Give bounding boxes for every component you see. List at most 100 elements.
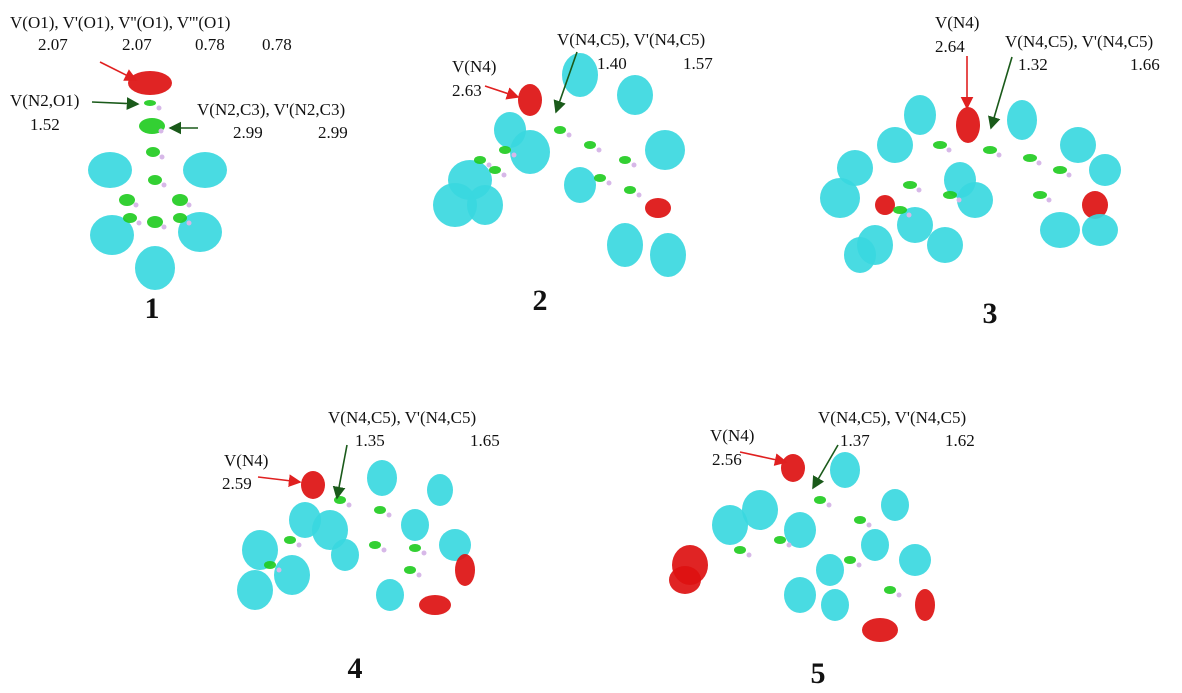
- basin: [172, 194, 188, 206]
- basin: [173, 213, 187, 223]
- arrow: [258, 477, 300, 482]
- arrow: [92, 102, 138, 104]
- basin: [820, 178, 860, 218]
- basin: [594, 174, 606, 182]
- basin-population: 0.78: [262, 35, 292, 54]
- atom: [917, 188, 922, 193]
- basin: [489, 166, 501, 174]
- basin-name: V(N4,C5), V'(N4,C5): [557, 30, 705, 49]
- atom: [1047, 198, 1052, 203]
- panel-label: 5: [811, 657, 826, 690]
- atom: [187, 221, 192, 226]
- atom: [747, 553, 752, 558]
- atom: [160, 155, 165, 160]
- basin: [237, 570, 273, 610]
- basin: [467, 185, 503, 225]
- basin-population: 2.07: [38, 35, 68, 54]
- basin: [607, 223, 643, 267]
- basin-name: V(N4,C5), V'(N4,C5): [328, 408, 476, 427]
- atom: [502, 173, 507, 178]
- basin-population: 2.64: [935, 37, 965, 56]
- basin: [334, 496, 346, 504]
- atom: [134, 203, 139, 208]
- basin: [881, 489, 909, 521]
- basin: [427, 474, 453, 506]
- basin: [903, 181, 917, 189]
- basin: [650, 233, 686, 277]
- basin: [419, 595, 451, 615]
- arrow: [100, 62, 136, 80]
- basin: [88, 152, 132, 188]
- atom: [637, 193, 642, 198]
- basin: [128, 71, 172, 95]
- atom: [947, 148, 952, 153]
- basin: [409, 544, 421, 552]
- basin: [875, 195, 895, 215]
- basin: [861, 529, 889, 561]
- basin: [374, 506, 386, 514]
- basin: [862, 618, 898, 642]
- basin: [1040, 212, 1080, 248]
- basin-name: V(N4,C5), V'(N4,C5): [1005, 32, 1153, 51]
- basin-population: 2.56: [712, 450, 742, 469]
- atom: [277, 568, 282, 573]
- arrow: [740, 452, 786, 462]
- basin: [455, 554, 475, 586]
- basin: [877, 127, 913, 163]
- arrow: [337, 445, 347, 498]
- atom: [787, 543, 792, 548]
- basin-name: V(N2,C3), V'(N2,C3): [197, 100, 345, 119]
- atom: [997, 153, 1002, 158]
- atom: [347, 503, 352, 508]
- panel-label: 2: [533, 284, 548, 317]
- basin-name: V(N4): [452, 57, 496, 76]
- basin: [123, 213, 137, 223]
- basin: [264, 561, 276, 569]
- basin: [814, 496, 826, 504]
- basin: [619, 156, 631, 164]
- atom: [387, 513, 392, 518]
- basin: [983, 146, 997, 154]
- atom: [137, 221, 142, 226]
- basin: [617, 75, 653, 115]
- basin: [821, 589, 849, 621]
- panel-label: 1: [145, 292, 160, 325]
- basin-population: 1.65: [470, 431, 500, 450]
- basin: [624, 186, 636, 194]
- basin: [956, 107, 980, 143]
- basin: [562, 53, 598, 97]
- basin: [499, 146, 511, 154]
- basin: [844, 237, 876, 273]
- basin: [518, 84, 542, 116]
- basin: [784, 577, 816, 613]
- basin-name: V(O1), V'(O1), V''(O1), V'''(O1): [10, 13, 230, 32]
- atom: [827, 503, 832, 508]
- basin-name: V(N4,C5), V'(N4,C5): [818, 408, 966, 427]
- basin: [893, 206, 907, 214]
- basin-population: 2.99: [233, 123, 263, 142]
- basin: [933, 141, 947, 149]
- basin-population: 2.63: [452, 81, 482, 100]
- basin-population: 1.66: [1130, 55, 1160, 74]
- basin: [274, 555, 310, 595]
- basin-population: 1.52: [30, 115, 60, 134]
- basin: [1053, 166, 1067, 174]
- atom: [1067, 173, 1072, 178]
- basin-name: V(N2,O1): [10, 91, 79, 110]
- atom: [857, 563, 862, 568]
- basin: [284, 536, 296, 544]
- atom: [957, 198, 962, 203]
- basin: [734, 546, 746, 554]
- basin: [401, 509, 429, 541]
- basin: [148, 175, 162, 185]
- arrow: [485, 86, 518, 97]
- basin-population: 1.57: [683, 54, 713, 73]
- atom: [297, 543, 302, 548]
- basin: [1007, 100, 1037, 140]
- atom: [159, 129, 164, 134]
- basin-population: 1.40: [597, 54, 627, 73]
- basin: [554, 126, 566, 134]
- basin: [1033, 191, 1047, 199]
- atom: [632, 163, 637, 168]
- atom: [417, 573, 422, 578]
